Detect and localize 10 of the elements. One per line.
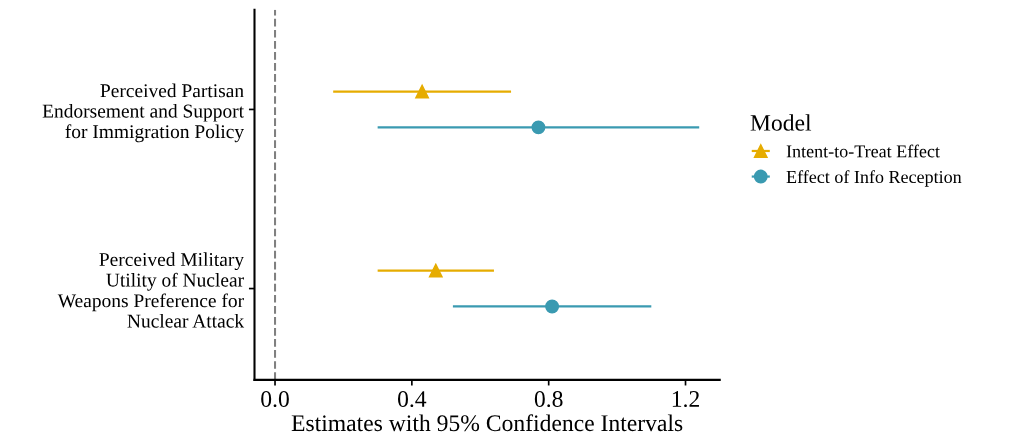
legend-label: Intent-to-Treat Effect (786, 144, 940, 158)
x-tick-label: 1.2 (672, 391, 699, 408)
y-tick-label: Perceived Partisan Endorsement and Support for Immigration Policy (42, 83, 245, 143)
x-tick-label: 0.8 (534, 391, 563, 408)
x-tick-label: 0.0 (261, 391, 289, 408)
legend-label: Effect of Info Reception (786, 170, 962, 187)
x-axis-title: Estimates with 95% Confidence Intervals (291, 414, 683, 432)
y-tick-label: Perceived Military Utility of Nuclear Weapons Preference for Nuclear Attack (57, 252, 245, 328)
x-tick-label: 0.4 (398, 391, 427, 408)
legend-title: Model (750, 114, 812, 131)
